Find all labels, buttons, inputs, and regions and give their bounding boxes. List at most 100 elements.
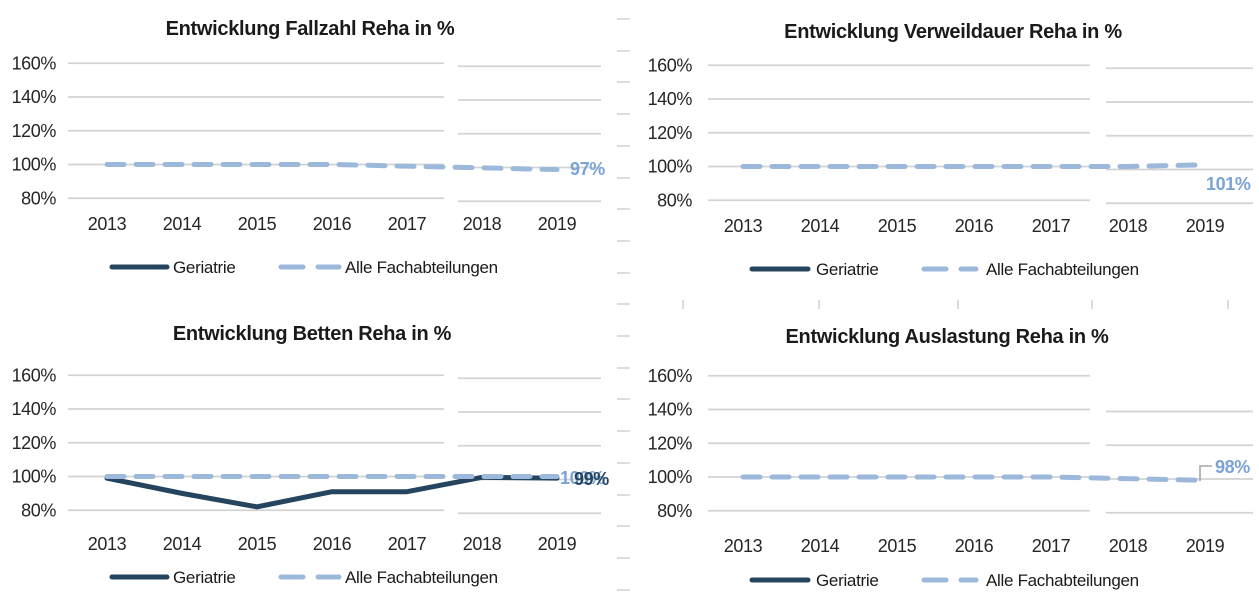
x-year-label: 2019 (538, 214, 577, 234)
x-year-label: 2017 (1032, 536, 1071, 556)
y-tick-label: 160% (12, 53, 57, 73)
chart-verweildauer-container: 101% 160% 140% 120% 100% 80% 2013 2014 2015 2016 2… (620, 0, 1259, 300)
y-tick-label: 140% (648, 89, 693, 109)
x-year-label: 2017 (1032, 216, 1071, 236)
y-tick-label: 160% (648, 366, 693, 386)
y-tick-label: 140% (648, 400, 693, 420)
chart-auslastung: 98% 160% 140% 120% 100% 80% 2013 2014 2015 2016 20… (648, 326, 1253, 590)
x-year-label: 2016 (313, 214, 352, 234)
x-year-label: 2019 (538, 534, 577, 554)
seam-tick (818, 300, 820, 309)
x-year-label: 2015 (878, 536, 917, 556)
seam-tick (617, 557, 630, 559)
series-geriatrie-line (104, 474, 560, 510)
y-tick-label: 100% (648, 157, 693, 177)
seam-tick (617, 462, 630, 464)
y-tick-label: 120% (648, 433, 693, 453)
legend-geriatrie-label: Geriatrie (816, 260, 879, 279)
chart-title: Entwicklung Auslastung Reha in % (785, 326, 1109, 348)
x-year-label: 2014 (163, 214, 202, 234)
seam-tick (617, 272, 630, 274)
seam-tick (1227, 300, 1229, 309)
y-tick-label: 120% (12, 121, 57, 141)
x-year-label: 2015 (238, 214, 277, 234)
seam-tick (682, 300, 684, 309)
seam-tick (1091, 300, 1093, 309)
seam-tick (617, 145, 630, 147)
y-tick-label: 160% (12, 365, 57, 385)
seam-tick (617, 208, 630, 210)
seam-tick (617, 303, 630, 305)
end-label: 97% (570, 159, 605, 179)
x-year-label: 2014 (801, 216, 840, 236)
y-tick-label: 100% (12, 467, 57, 487)
x-year-label: 2013 (88, 214, 127, 234)
chart-betten: 100%99%160%140%120%100%80%2013 2014 2015 20… (12, 323, 610, 587)
y-tick-label: 80% (21, 188, 56, 208)
end-label: 100% (560, 468, 605, 488)
seam-tick (617, 589, 630, 591)
x-year-label: 2018 (463, 534, 502, 554)
x-year-label: 2017 (388, 534, 427, 554)
y-tick-label: 120% (648, 123, 693, 143)
x-year-label: 2013 (88, 534, 127, 554)
seam-tick (617, 398, 630, 400)
seam-tick (617, 50, 630, 52)
seam-tick (617, 81, 630, 83)
seam-tick (617, 240, 630, 242)
x-year-label: 2018 (1109, 536, 1148, 556)
x-year-label: 2016 (313, 534, 352, 554)
x-year-label: 2013 (724, 536, 763, 556)
seam-tick (617, 335, 630, 337)
legend-geriatrie-label: Geriatrie (816, 571, 879, 590)
seam-tick (617, 525, 630, 527)
y-tick-label: 100% (12, 155, 57, 175)
x-year-label: 2014 (801, 536, 840, 556)
x-year-label: 2018 (1109, 216, 1148, 236)
end-label: 98% (1215, 457, 1250, 477)
legend-geriatrie-label: Geriatrie (173, 258, 236, 277)
chart-verweildauer: 101% 160% 140% 120% 100% 80% 2013 2014 2015 2016 2… (648, 21, 1253, 279)
callout-leader (1199, 465, 1212, 481)
chart-auslastung-container: 98% 160% 140% 120% 100% 80% 2013 2014 2015 2016 20… (620, 300, 1259, 603)
y-tick-label: 80% (21, 500, 56, 520)
seam-tick (617, 177, 630, 179)
x-year-label: 2019 (1186, 216, 1225, 236)
seam-tick (617, 430, 630, 432)
legend-alle-label: Alle Fachabteilungen (986, 260, 1139, 279)
end-label: 99% (574, 469, 609, 489)
legend-alle-label: Alle Fachabteilungen (345, 568, 498, 587)
x-year-label: 2015 (878, 216, 917, 236)
seam-tick (957, 300, 959, 309)
y-tick-label: 80% (657, 501, 692, 521)
y-tick-label: 160% (648, 55, 693, 75)
x-year-label: 2016 (955, 216, 994, 236)
chart-title: Entwicklung Fallzahl Reha in % (166, 18, 455, 40)
seam-tick (617, 18, 630, 20)
series-alle-line (740, 474, 1208, 483)
x-year-label: 2014 (163, 534, 202, 554)
y-tick-label: 120% (12, 433, 57, 453)
legend-alle-label: Alle Fachabteilungen (986, 571, 1139, 590)
seam-tick (617, 367, 630, 369)
end-label: 101% (1206, 174, 1251, 194)
legend-geriatrie-label: Geriatrie (173, 568, 236, 587)
chart-title: Entwicklung Betten Reha in % (173, 323, 452, 345)
seam-tick (617, 113, 630, 115)
y-tick-label: 100% (648, 467, 693, 487)
chart-fallzahl: 97% 160% 140% 120% 100% 80% 2013 2014 2015 2016 20… (12, 18, 606, 277)
x-year-label: 2019 (1186, 536, 1225, 556)
chart-betten-container: 100% 99% 160% 140% 120% 100% 80% 2013 2014 2015 20… (0, 300, 620, 603)
chart-title: Entwicklung Verweildauer Reha in % (784, 21, 1122, 43)
series-alle-line (104, 162, 560, 173)
y-tick-label: 80% (657, 190, 692, 210)
x-year-label: 2015 (238, 534, 277, 554)
x-year-label: 2013 (724, 216, 763, 236)
series-alle-line (740, 162, 1208, 169)
y-tick-label: 140% (12, 399, 57, 419)
y-tick-label: 140% (12, 87, 57, 107)
legend-alle-label: Alle Fachabteilungen (345, 258, 498, 277)
seam-tick (617, 494, 630, 496)
x-year-label: 2017 (388, 214, 427, 234)
